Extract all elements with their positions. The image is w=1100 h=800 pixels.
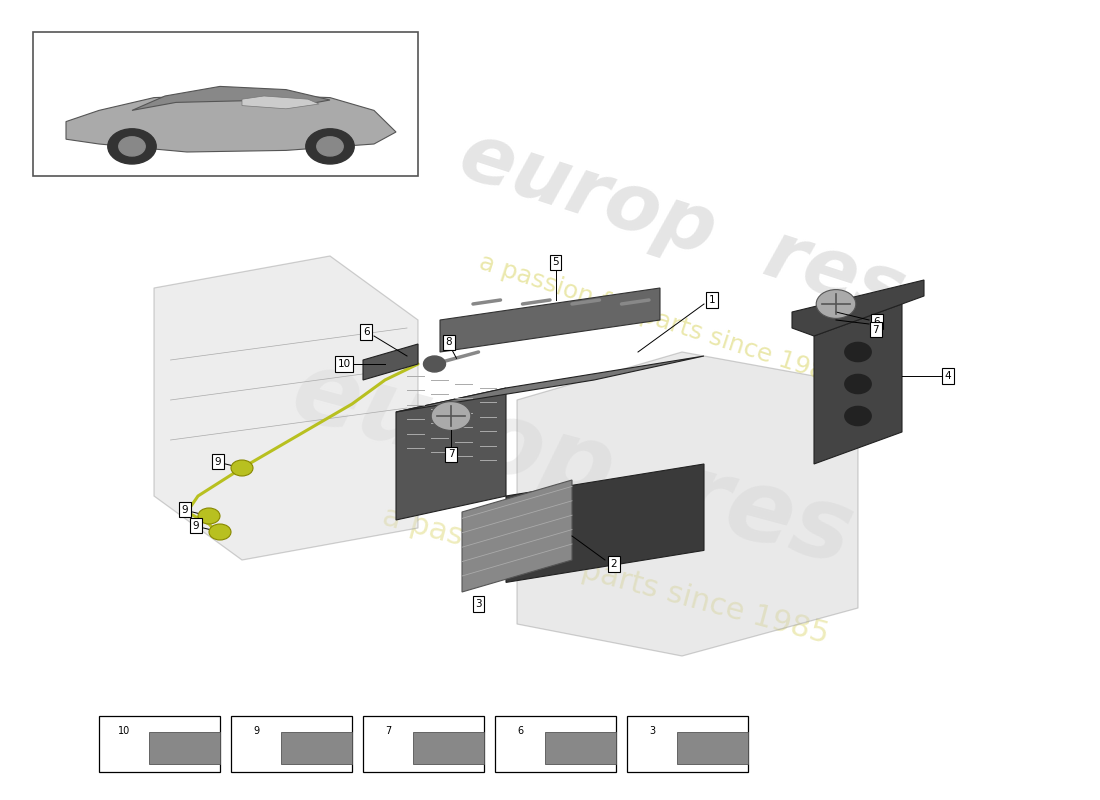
Text: 7: 7 <box>872 325 879 334</box>
Circle shape <box>198 508 220 524</box>
Text: 8: 8 <box>446 338 452 347</box>
Text: 9: 9 <box>182 505 188 514</box>
Text: 6: 6 <box>517 726 524 736</box>
FancyBboxPatch shape <box>148 732 220 764</box>
FancyBboxPatch shape <box>544 732 616 764</box>
Text: 7: 7 <box>448 450 454 459</box>
Circle shape <box>845 342 871 362</box>
Circle shape <box>845 406 871 426</box>
FancyBboxPatch shape <box>33 32 418 176</box>
Text: 3: 3 <box>475 599 482 609</box>
Text: europ  res: europ res <box>450 115 914 333</box>
FancyBboxPatch shape <box>99 716 220 772</box>
Circle shape <box>231 460 253 476</box>
Circle shape <box>119 137 145 156</box>
Text: a passion for parts since 1985: a passion for parts since 1985 <box>378 502 832 650</box>
Text: 3: 3 <box>649 726 656 736</box>
Circle shape <box>816 290 856 318</box>
Polygon shape <box>517 352 858 656</box>
Text: 10: 10 <box>338 359 351 369</box>
Polygon shape <box>440 288 660 352</box>
Text: 6: 6 <box>873 317 880 326</box>
FancyBboxPatch shape <box>676 732 748 764</box>
Text: 2: 2 <box>610 559 617 569</box>
Circle shape <box>845 374 871 394</box>
Text: europ  res: europ res <box>282 342 862 586</box>
Circle shape <box>424 356 446 372</box>
Text: 6: 6 <box>363 327 370 337</box>
Text: 1: 1 <box>708 295 715 305</box>
Polygon shape <box>792 280 924 336</box>
Polygon shape <box>396 356 704 412</box>
Circle shape <box>209 524 231 540</box>
FancyBboxPatch shape <box>627 716 748 772</box>
Text: 9: 9 <box>253 726 260 736</box>
Circle shape <box>431 402 471 430</box>
Circle shape <box>317 137 343 156</box>
Polygon shape <box>132 86 330 110</box>
Text: 7: 7 <box>385 726 392 736</box>
Polygon shape <box>242 96 319 109</box>
Text: 9: 9 <box>214 457 221 466</box>
Text: a passion for parts since 1985: a passion for parts since 1985 <box>476 250 844 390</box>
Polygon shape <box>396 388 506 520</box>
Text: 5: 5 <box>552 258 559 267</box>
Polygon shape <box>154 256 418 560</box>
Polygon shape <box>506 464 704 582</box>
FancyBboxPatch shape <box>495 716 616 772</box>
FancyBboxPatch shape <box>280 732 352 764</box>
Text: 4: 4 <box>945 371 952 381</box>
Text: 10: 10 <box>118 726 131 736</box>
FancyBboxPatch shape <box>363 716 484 772</box>
Polygon shape <box>814 304 902 464</box>
FancyBboxPatch shape <box>412 732 484 764</box>
FancyBboxPatch shape <box>231 716 352 772</box>
Polygon shape <box>66 94 396 152</box>
Polygon shape <box>462 480 572 592</box>
Text: 9: 9 <box>192 521 199 530</box>
Circle shape <box>306 129 354 164</box>
Polygon shape <box>363 344 418 380</box>
Circle shape <box>108 129 156 164</box>
